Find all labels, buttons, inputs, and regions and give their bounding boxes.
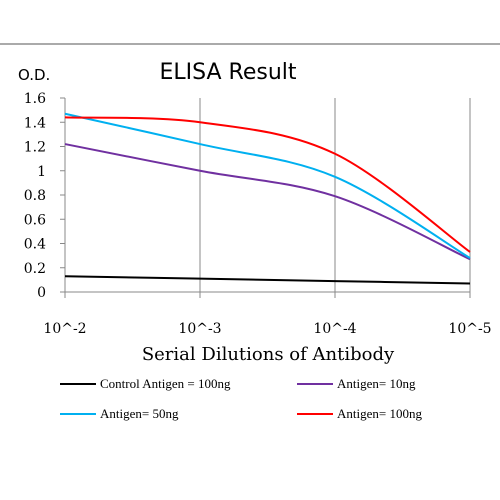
series-line [64, 116, 471, 253]
x-tick-label: 10^-3 [178, 321, 221, 337]
y-tick-label: 0.8 [24, 188, 46, 204]
series-line [64, 112, 471, 259]
y-tick-label: 1 [37, 164, 46, 180]
y-tick-label: 0.4 [24, 237, 46, 253]
x-axis-label: Serial Dilutions of Antibody [142, 344, 395, 365]
y-tick-label: 0 [37, 285, 46, 301]
series-line [64, 143, 471, 261]
y-tick-label: 0.2 [24, 261, 46, 277]
legend-label: Antigen= 100ng [337, 406, 422, 421]
legend-label: Antigen= 50ng [100, 406, 179, 421]
x-tick-label: 10^-2 [43, 321, 86, 337]
legend-label: Antigen= 10ng [337, 376, 416, 391]
x-tick-label: 10^-5 [448, 321, 491, 337]
series-line [64, 275, 471, 285]
y-axis-label: O.D. [18, 66, 50, 84]
x-tick-label: 10^-4 [313, 321, 356, 337]
y-tick-label: 1.2 [24, 140, 46, 156]
legend-label: Control Antigen = 100ng [100, 376, 231, 391]
y-tick-label: 0.6 [24, 212, 46, 228]
chart-title: ELISA Result [159, 60, 296, 85]
plot-area: 0 0.2 0.4 0.6 0.8 1 1.2 1.4 1.6 10^-2 10^-3 10^-4 10… [24, 91, 492, 337]
y-tick-label: 1.6 [24, 91, 46, 107]
y-tick-label: 1.4 [24, 115, 46, 131]
plot-background [65, 98, 470, 292]
legend: Control Antigen = 100ng Antigen= 10ng Anti… [60, 376, 422, 421]
